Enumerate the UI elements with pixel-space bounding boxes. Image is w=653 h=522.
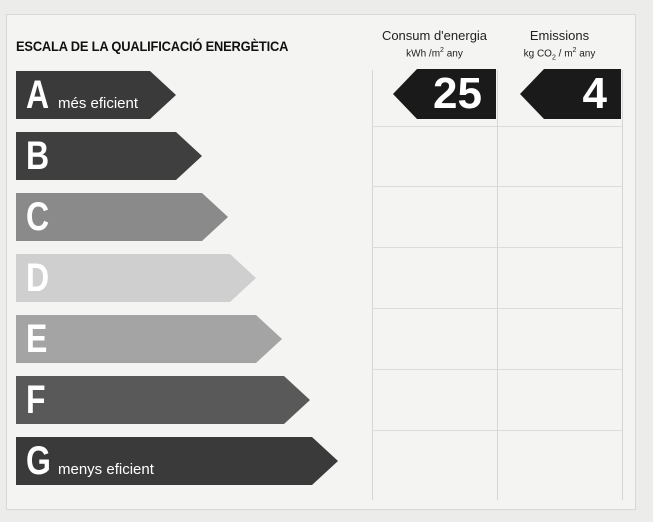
grid-divider <box>372 369 622 370</box>
grid-divider <box>372 186 622 187</box>
grid-divider <box>372 430 622 431</box>
grade-letter: E <box>26 317 48 361</box>
consum-rating-badge: 25 <box>393 69 496 119</box>
grade-letter: A <box>26 73 50 117</box>
grade-letter: C <box>26 195 50 239</box>
grade-bar-f: F <box>16 376 310 424</box>
emissions-rating-badge: 4 <box>520 69 621 119</box>
grade-letter: B <box>26 134 50 178</box>
grade-bar-b: B <box>16 132 202 180</box>
consum-label: Consum d'energia <box>381 28 488 43</box>
grade-bar-g: G menys eficient <box>16 437 338 485</box>
grid-divider <box>372 247 622 248</box>
emissions-column-header: Emissions kg CO2 / m2 any <box>497 28 622 61</box>
grid-divider <box>622 70 623 500</box>
emissions-label: Emissions <box>529 28 590 43</box>
grade-bar-c: C <box>16 193 228 241</box>
grade-letter: F <box>26 378 46 422</box>
grid-divider <box>372 126 622 127</box>
emissions-unit: kg CO2 / m2 any <box>523 47 596 62</box>
grade-description: més eficient <box>58 95 139 112</box>
label-title: ESCALA DE LA QUALIFICACIÓ ENERGÈTICA <box>16 38 289 54</box>
grid-divider <box>372 308 622 309</box>
grade-bar-e: E <box>16 315 282 363</box>
grid-divider <box>497 70 498 500</box>
grid-divider <box>372 70 373 500</box>
consum-column-header: Consum d'energia kWh /m2 any <box>372 28 497 59</box>
grade-bar-d: D <box>16 254 256 302</box>
consum-value: 25 <box>433 69 482 118</box>
grade-letter: D <box>26 256 50 300</box>
grade-description: menys eficient <box>58 461 154 478</box>
grade-bar-a: A més eficient <box>16 71 176 119</box>
emissions-value: 4 <box>582 69 607 118</box>
grade-letter: G <box>26 439 51 483</box>
consum-unit: kWh /m2 any <box>406 47 463 60</box>
